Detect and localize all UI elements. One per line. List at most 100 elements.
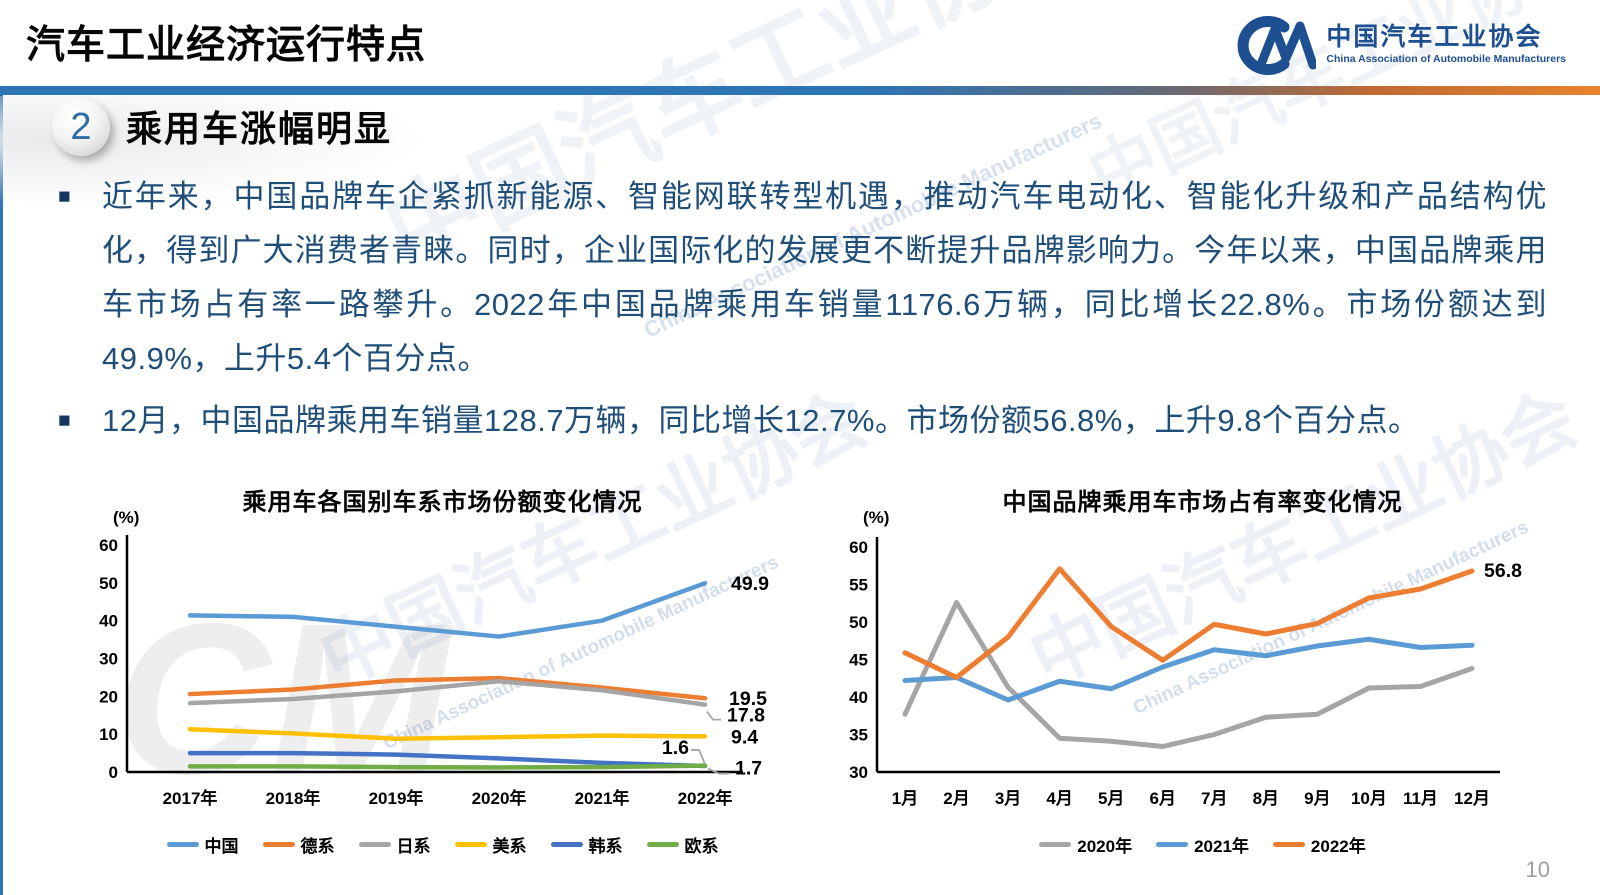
series-line-日系 [187, 678, 708, 707]
legend-swatch [1039, 842, 1072, 847]
series-line-德系 [187, 675, 708, 701]
x-tick-label: 2017年 [163, 788, 218, 808]
y-tick-label: 0 [109, 763, 118, 782]
series-line-2020年 [902, 600, 1475, 749]
series-line-韩系 [187, 750, 708, 769]
caam-logo: 中国汽车工业协会 China Association of Automobile… [1224, 14, 1566, 76]
x-tick-label: 10月 [1351, 789, 1387, 808]
logo-name-cn: 中国汽车工业协会 [1326, 22, 1543, 51]
x-tick-label: 4月 [1046, 789, 1072, 808]
data-label: 49.9 [731, 573, 769, 595]
y-tick-label: 35 [849, 726, 868, 745]
legend-label: 中国 [204, 837, 239, 856]
x-tick-label: 3月 [995, 789, 1021, 808]
y-tick-label: 60 [849, 538, 868, 557]
x-tick-label: 2022年 [678, 788, 733, 808]
y-tick-label: 40 [99, 612, 118, 631]
series-line-欧系 [187, 763, 708, 770]
legend-swatch [454, 842, 487, 847]
legend-item: 2022年 [1272, 832, 1366, 857]
legend-swatch [262, 842, 295, 847]
chart-china-brand-share: 中国品牌乘用车市场占有率变化情况 (%) 30 35 40 45 50 55 60 1月 2月 3… [845, 482, 1560, 877]
line-chart: 30 35 40 45 50 55 60 1月 2月 3月 4月 5月 6月 7月 8月 9月 10月 11月 12… [849, 537, 1522, 808]
legend-label: 日系 [396, 837, 431, 856]
bullet-text: 近年来，中国品牌车企紧抓新能源、智能网联转型机遇，推动汽车电动化、智能化升级和产… [102, 179, 1547, 376]
series-line-中国 [187, 580, 708, 639]
legend-item: 日系 [358, 832, 431, 857]
y-tick-label: 20 [99, 687, 118, 706]
x-tick-label: 9月 [1304, 789, 1330, 808]
section-number-badge: 2 [52, 98, 110, 156]
legend-swatch [1156, 842, 1189, 847]
legend-swatch [1272, 842, 1305, 847]
x-tick-label: 2020年 [472, 788, 527, 808]
legend-item: 中国 [166, 832, 239, 857]
left-edge-line [0, 95, 3, 895]
data-label: 17.8 [727, 705, 765, 727]
legend-label: 欧系 [684, 837, 719, 856]
chart-title: 中国品牌乘用车市场占有率变化情况 [1002, 489, 1403, 516]
legend-label: 德系 [300, 837, 335, 856]
data-label: 19.5 [729, 688, 767, 710]
legend-item: 欧系 [646, 832, 719, 857]
x-tick-label: 2019年 [369, 788, 424, 808]
data-label: 9.4 [731, 726, 758, 748]
legend-swatch [358, 842, 391, 847]
x-tick-label: 11月 [1403, 789, 1438, 808]
page-number: 10 [1525, 857, 1550, 882]
x-tick-label: 2月 [943, 789, 969, 808]
y-tick-label: 30 [849, 763, 868, 782]
series-line-2021年 [902, 636, 1475, 703]
legend-item: 德系 [262, 832, 335, 857]
legend-item: 2020年 [1039, 832, 1132, 857]
legend-label: 美系 [492, 837, 527, 856]
label-leader-line [706, 711, 721, 721]
data-label: 1.6 [662, 737, 689, 759]
section-number: 2 [70, 105, 92, 148]
legend-swatch [550, 842, 583, 847]
x-tick-label: 2021年 [575, 788, 630, 808]
y-tick-label: 40 [849, 688, 868, 707]
legend-label: 韩系 [588, 837, 623, 856]
bullet-marker: ■ [58, 409, 71, 432]
legend-item: 美系 [454, 832, 527, 857]
chart-legend: 中国 德系 日系 美系 韩系 欧系 [95, 832, 790, 857]
y-tick-label: 50 [849, 613, 868, 632]
x-tick-label: 6月 [1149, 789, 1175, 808]
chart-unit-label: (%) [863, 508, 890, 527]
legend-swatch [166, 842, 199, 847]
x-tick-label: 1月 [892, 789, 918, 808]
chart-title: 乘用车各国别车系市场份额变化情况 [242, 489, 643, 516]
page-title: 汽车工业经济运行特点 [26, 24, 427, 67]
bullet-item: ■ 近年来，中国品牌车企紧抓新能源、智能网联转型机遇，推动汽车电动化、智能化升级… [58, 170, 1553, 386]
y-tick-label: 55 [849, 576, 868, 595]
y-tick-label: 30 [99, 650, 118, 669]
legend-label: 2021年 [1194, 837, 1249, 856]
x-tick-label: 2018年 [266, 788, 321, 808]
logo-name-en: China Association of Automobile Manufact… [1326, 53, 1566, 66]
bullet-marker: ■ [58, 185, 71, 208]
bullet-text: 12月，中国品牌乘用车销量128.7万辆，同比增长12.7%。市场份额56.8%… [102, 403, 1420, 438]
chart-market-share-by-origin: 乘用车各国别车系市场份额变化情况 (%) 0 10 20 30 40 50 60 2017年 2… [95, 482, 790, 877]
legend-label: 2022年 [1310, 837, 1366, 856]
legend-item: 韩系 [550, 832, 623, 857]
bullet-item: ■ 12月，中国品牌乘用车销量128.7万辆，同比增长12.7%。市场份额56.… [58, 394, 1553, 448]
y-tick-label: 60 [99, 536, 118, 555]
series-line-2022年 [902, 566, 1475, 680]
y-tick-label: 10 [99, 725, 118, 744]
legend-swatch [646, 842, 679, 847]
data-label: 1.7 [735, 758, 762, 780]
chart-unit-label: (%) [113, 508, 140, 527]
y-tick-label: 50 [99, 574, 118, 593]
x-tick-label: 8月 [1253, 789, 1279, 808]
x-tick-label: 5月 [1098, 789, 1124, 808]
x-tick-label: 12月 [1454, 789, 1490, 808]
line-chart: 0 10 20 30 40 50 60 2017年 2018年 2019年 2020年 2021年 20… [99, 535, 769, 808]
bullet-list: ■ 近年来，中国品牌车企紧抓新能源、智能网联转型机遇，推动汽车电动化、智能化升级… [58, 170, 1553, 456]
section-title: 乘用车涨幅明显 [126, 108, 393, 149]
y-tick-label: 45 [849, 651, 868, 670]
data-label: 56.8 [1484, 560, 1522, 582]
chart-legend: 2020年 2021年 2022年 [845, 832, 1560, 857]
x-tick-label: 7月 [1201, 789, 1227, 808]
label-leader-line [707, 767, 729, 775]
